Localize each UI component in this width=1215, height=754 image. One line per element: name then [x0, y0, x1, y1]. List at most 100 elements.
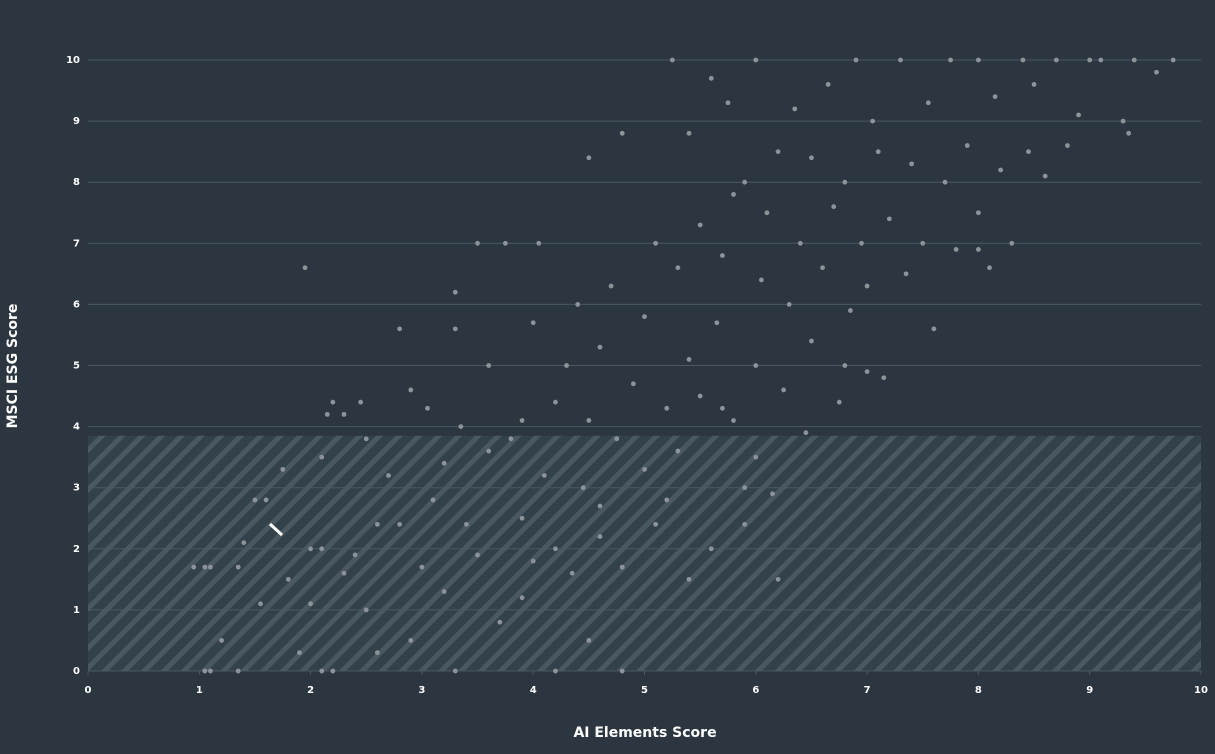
point	[797, 240, 803, 246]
y-tick-label: 9	[73, 116, 80, 127]
point	[881, 375, 887, 381]
point	[820, 265, 825, 271]
point	[397, 326, 403, 332]
point	[1020, 57, 1026, 63]
point	[653, 240, 659, 246]
y-tick-label: 2	[73, 544, 80, 555]
point	[998, 167, 1004, 173]
point	[219, 638, 224, 643]
point	[597, 503, 603, 509]
point	[363, 436, 369, 442]
point	[441, 589, 447, 594]
point	[608, 283, 614, 289]
point	[1120, 118, 1126, 124]
point	[358, 399, 364, 405]
point	[202, 564, 208, 570]
x-tick-label: 6	[752, 685, 759, 696]
shaded-band	[88, 435, 1201, 671]
point	[619, 668, 625, 674]
point	[770, 491, 775, 497]
point	[825, 82, 831, 87]
point	[903, 271, 909, 277]
point	[408, 638, 414, 643]
point	[319, 454, 325, 460]
point	[803, 430, 809, 436]
point	[1170, 57, 1176, 63]
point	[519, 595, 525, 601]
point	[925, 100, 931, 106]
point	[686, 356, 692, 362]
point	[909, 161, 915, 167]
point	[486, 448, 492, 454]
point	[386, 473, 391, 478]
point	[497, 619, 503, 625]
point	[235, 564, 241, 570]
point	[669, 57, 675, 63]
point	[653, 521, 659, 527]
point	[714, 320, 720, 326]
point	[569, 570, 575, 576]
point	[742, 179, 748, 185]
point	[235, 668, 241, 674]
point	[875, 149, 881, 155]
point	[753, 454, 759, 460]
point	[408, 387, 414, 393]
point	[319, 546, 325, 552]
point	[330, 399, 336, 405]
point	[976, 210, 981, 216]
y-tick-label: 10	[66, 55, 80, 66]
point	[886, 216, 892, 222]
y-tick-label: 8	[73, 177, 80, 188]
x-tick-label: 7	[864, 685, 871, 696]
x-axis-title: AI Elements Score	[573, 725, 716, 741]
point	[614, 436, 620, 442]
point	[452, 668, 458, 674]
point	[419, 564, 425, 570]
point	[1026, 149, 1031, 155]
point	[898, 57, 903, 63]
point	[775, 149, 781, 155]
point	[697, 393, 703, 399]
point	[1009, 240, 1015, 246]
point	[775, 576, 781, 582]
point	[948, 57, 953, 63]
x-tick-label: 3	[418, 685, 425, 696]
point	[363, 607, 369, 613]
x-tick-label: 0	[85, 685, 92, 696]
point	[308, 546, 313, 552]
point	[319, 668, 325, 674]
x-tick-label: 2	[307, 685, 314, 696]
x-tick-label: 8	[975, 685, 982, 696]
point	[686, 576, 692, 582]
point	[441, 460, 447, 466]
y-tick-label: 3	[73, 483, 80, 494]
point	[324, 411, 330, 417]
point	[630, 381, 636, 387]
point	[619, 564, 625, 570]
point	[397, 521, 403, 527]
point	[859, 240, 864, 246]
point	[425, 405, 430, 411]
point	[1126, 130, 1132, 136]
point	[308, 601, 313, 607]
point	[330, 668, 336, 674]
point	[675, 265, 681, 271]
point	[976, 57, 981, 63]
point	[586, 155, 592, 161]
point	[753, 57, 759, 63]
point	[302, 265, 308, 271]
point	[553, 546, 558, 552]
y-tick-label: 6	[73, 299, 80, 310]
y-tick-label: 0	[73, 666, 80, 677]
point	[519, 418, 525, 423]
point	[530, 558, 536, 564]
point	[241, 540, 247, 546]
point	[870, 118, 876, 124]
point	[708, 546, 714, 552]
point	[758, 277, 764, 283]
point	[536, 240, 542, 246]
point	[836, 399, 842, 405]
point	[920, 240, 926, 246]
point	[742, 485, 748, 491]
